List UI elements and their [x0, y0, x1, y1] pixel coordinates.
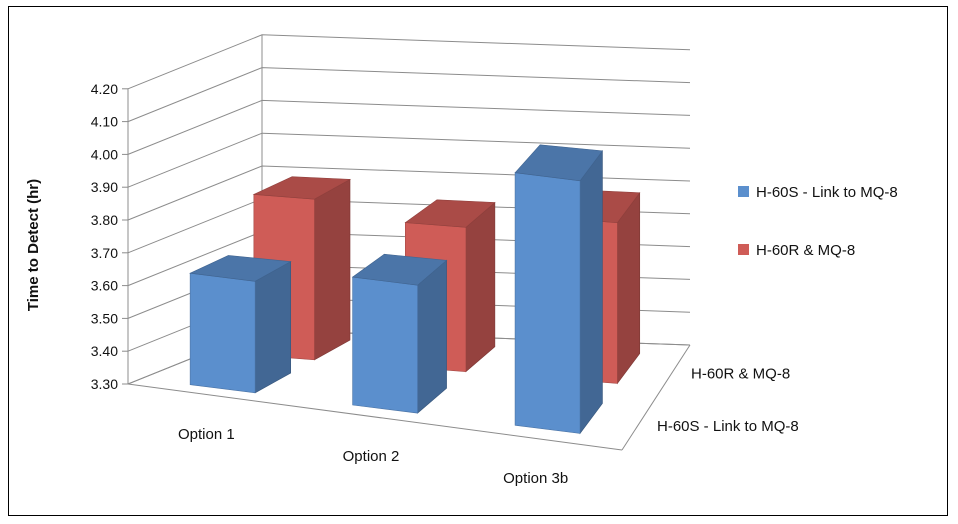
y-tick-label: 4.20	[91, 81, 118, 97]
y-tick-label: 3.60	[91, 278, 118, 294]
depth-label: H-60S - Link to MQ-8	[657, 418, 799, 435]
category-label: Option 2	[343, 448, 400, 465]
depth-label: H-60R & MQ-8	[691, 365, 790, 382]
gridline	[127, 67, 691, 123]
floor-right-edge	[621, 344, 691, 451]
bar-h-60s-link-to-mq-8-option-3b	[514, 144, 603, 435]
depth-labels: H-60S - Link to MQ-8 H-60R & MQ-8	[657, 365, 799, 435]
y-tick-label: 3.70	[91, 245, 118, 261]
bar-top-face	[189, 255, 292, 282]
category-labels: Option 1 Option 2 Option 3b	[178, 426, 568, 487]
legend-label: H-60R & MQ-8	[756, 242, 855, 259]
bar-h-60s-link-to-mq-8-option-1	[189, 255, 292, 394]
category-label: Option 1	[178, 426, 235, 443]
bar-top-face	[351, 253, 448, 286]
legend-swatch	[738, 186, 749, 197]
bar-side-face	[254, 261, 292, 394]
bar-side-face	[417, 259, 447, 414]
bar-side-face	[465, 201, 496, 373]
legend-swatch	[738, 244, 749, 255]
gridline	[127, 34, 691, 90]
legend-label: H-60S - Link to MQ-8	[756, 184, 898, 201]
bar-front-face	[514, 172, 581, 434]
bar-front-face	[189, 272, 256, 394]
bar-h-60s-link-to-mq-8-option-2	[351, 253, 448, 414]
bars	[189, 144, 641, 435]
bar-side-face	[314, 178, 351, 361]
y-tick-label: 3.50	[91, 310, 118, 326]
floor-front-edge	[127, 383, 623, 451]
gridline	[127, 99, 691, 155]
y-tick-label: 4.10	[91, 114, 118, 130]
y-tick-label: 3.80	[91, 212, 118, 228]
legend-entry: H-60S - Link to MQ-8	[738, 184, 898, 201]
bar-top-face	[252, 176, 352, 200]
y-axis-label: Time to Detect (hr)	[25, 179, 42, 311]
legend: H-60S - Link to MQ-8 H-60R & MQ-8	[738, 184, 898, 259]
bar-top-face	[404, 199, 496, 228]
bar-side-face	[617, 191, 641, 385]
y-tick-label: 4.00	[91, 146, 118, 162]
legend-entry: H-60R & MQ-8	[738, 242, 855, 259]
y-tick-label: 3.90	[91, 179, 118, 195]
category-label: Option 3b	[503, 470, 568, 487]
y-tick-label: 3.40	[91, 343, 118, 359]
y-tick-label: 3.30	[91, 376, 118, 392]
gridline	[127, 132, 691, 188]
bar-front-face	[352, 276, 418, 414]
bar-side-face	[579, 149, 603, 435]
bar-top-face	[514, 144, 603, 182]
y-tick-labels: 3.30 3.40 3.50 3.60 3.70 3.80 3.90 4.00 4.10 4.20	[91, 81, 118, 392]
